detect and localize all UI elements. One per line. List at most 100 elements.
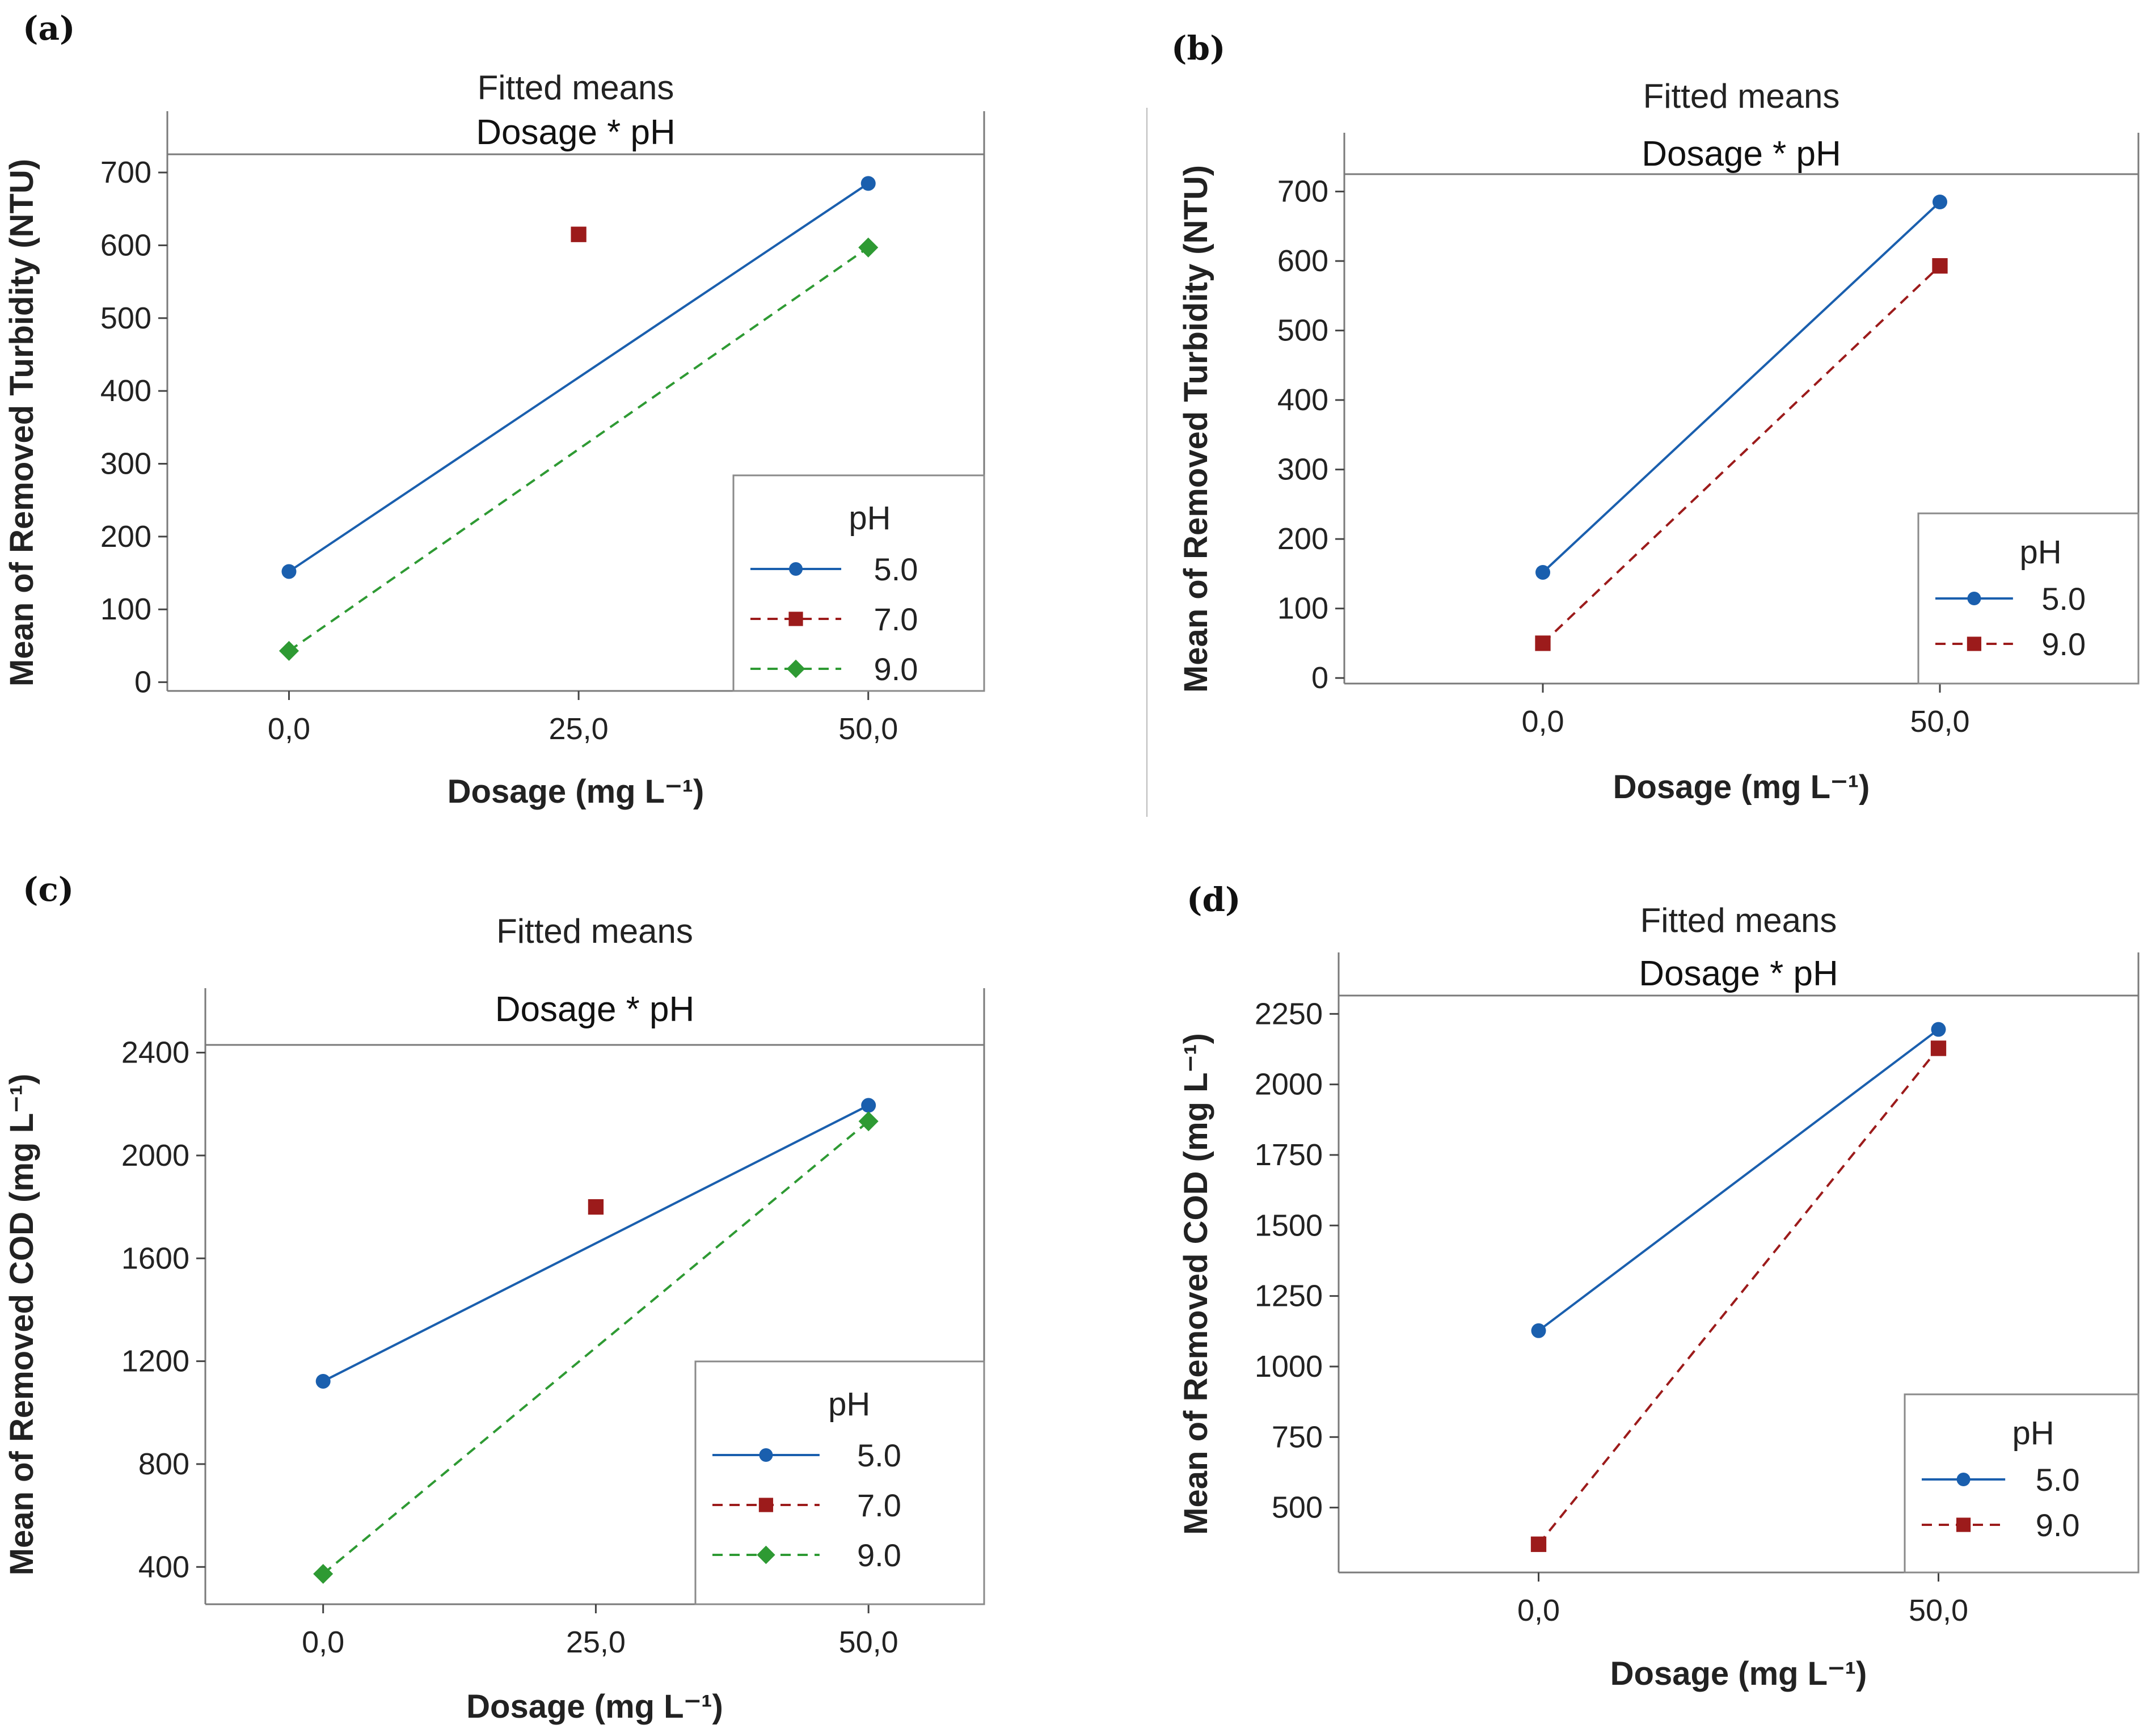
legend-marker-ph-5-0 bbox=[1956, 1473, 1971, 1486]
series-line-ph-5-0 bbox=[1542, 201, 1941, 574]
legend-entry-label: 9.0 bbox=[2041, 626, 2086, 662]
chart-panel-b: (b) Fitted means Dosage * pH 0 100 200 300 400 5… bbox=[1146, 29, 2140, 817]
legend-title: pH bbox=[2019, 534, 2061, 571]
x-tick-label: 0,0 bbox=[268, 712, 310, 746]
legend-marker-ph-9-0 bbox=[1967, 636, 1982, 651]
x-tick-label: 50,0 bbox=[1910, 705, 1969, 739]
x-tick-label: 50,0 bbox=[1909, 1593, 1968, 1627]
legend-entry-label: 9.0 bbox=[874, 651, 918, 687]
y-tick-label: 2250 bbox=[1255, 997, 1323, 1031]
data-point-ph-9-0 bbox=[1535, 635, 1551, 651]
y-tick-label: 700 bbox=[1277, 175, 1328, 209]
legend-entry-label: 5.0 bbox=[2036, 1462, 2080, 1498]
legend-entry-label: 9.0 bbox=[2036, 1507, 2080, 1543]
y-tick-label: 1750 bbox=[1255, 1138, 1323, 1172]
chart-title: Fitted means bbox=[496, 912, 693, 950]
chart-panel-a: (a) Fitted means Dosage * pH 0 100 200 300 400 5… bbox=[3, 9, 985, 810]
y-tick-label: 100 bbox=[100, 592, 151, 626]
series-line-ph-9-0 bbox=[1542, 265, 1941, 644]
data-point-ph-9-0 bbox=[858, 237, 879, 258]
y-tick-label: 600 bbox=[1277, 244, 1328, 278]
y-axis-label: Mean of Removed COD (mg L⁻¹) bbox=[1178, 1033, 1214, 1535]
legend-marker-ph-5-0 bbox=[1967, 592, 1981, 605]
data-point-ph-5-0 bbox=[1535, 564, 1550, 580]
facet-header: Dosage * pH bbox=[495, 990, 695, 1029]
legend-entry-label: 9.0 bbox=[857, 1537, 901, 1573]
chart-title: Fitted means bbox=[478, 69, 674, 107]
data-point-ph-5-0 bbox=[281, 564, 297, 579]
data-point-ph-5-0 bbox=[1531, 1323, 1546, 1338]
y-tick-label: 2400 bbox=[121, 1036, 189, 1070]
y-tick-label: 2000 bbox=[121, 1139, 189, 1173]
x-tick-label: 0,0 bbox=[1517, 1593, 1560, 1627]
facet-header: Dosage * pH bbox=[1639, 954, 1838, 993]
series-line-ph-5-0 bbox=[288, 182, 869, 573]
legend-marker-ph-5-0 bbox=[789, 562, 803, 576]
legend-entry-label: 5.0 bbox=[874, 551, 918, 587]
series-line-ph-9-0 bbox=[288, 246, 869, 652]
legend-entry-label: 7.0 bbox=[874, 601, 918, 637]
y-tick-label: 1000 bbox=[1255, 1350, 1323, 1384]
chart-title: Fitted means bbox=[1643, 77, 1840, 115]
data-point-ph-5-0 bbox=[315, 1373, 331, 1389]
legend-box bbox=[1917, 512, 2140, 685]
y-tick-label: 200 bbox=[1277, 522, 1328, 556]
y-tick-label: 300 bbox=[1277, 453, 1328, 487]
panel-label: (a) bbox=[23, 9, 75, 48]
legend-box bbox=[694, 1360, 985, 1605]
legend-marker-ph-5-0 bbox=[759, 1448, 773, 1462]
x-axis-label: Dosage (mg L⁻¹) bbox=[1610, 1655, 1867, 1692]
y-tick-label: 1600 bbox=[121, 1241, 189, 1275]
y-tick-label: 600 bbox=[100, 228, 151, 262]
y-tick-label: 400 bbox=[100, 374, 151, 408]
legend-title: pH bbox=[2012, 1415, 2054, 1452]
data-point-ph-5-0 bbox=[861, 1098, 876, 1113]
series-line-ph-5-0 bbox=[1538, 1028, 1939, 1332]
y-tick-label: 1250 bbox=[1255, 1279, 1323, 1313]
x-tick-label: 25,0 bbox=[566, 1625, 626, 1659]
data-point-ph-7-0 bbox=[571, 226, 587, 242]
legend-box bbox=[1904, 1393, 2140, 1574]
data-point-ph-5-0 bbox=[1931, 1022, 1946, 1037]
data-point-ph-9-0 bbox=[279, 640, 299, 661]
facet-header: Dosage * pH bbox=[1642, 134, 1841, 174]
legend-marker-ph-7-0 bbox=[788, 612, 803, 626]
y-tick-label: 400 bbox=[138, 1550, 189, 1584]
facet-header: Dosage * pH bbox=[476, 113, 676, 152]
legend-entry-label: 5.0 bbox=[2041, 581, 2086, 617]
series-line-ph-5-0 bbox=[322, 1104, 870, 1382]
legend-entry-label: 7.0 bbox=[857, 1487, 901, 1523]
y-tick-label: 2000 bbox=[1255, 1068, 1323, 1102]
chart-panel-d: (d) Fitted means Dosage * pH 500 750 1000 1250… bbox=[1178, 880, 2140, 1692]
y-tick-label: 0 bbox=[134, 665, 151, 699]
data-point-ph-5-0 bbox=[1933, 195, 1947, 210]
legend-title: pH bbox=[828, 1386, 870, 1423]
y-tick-label: 0 bbox=[1311, 661, 1328, 695]
x-tick-label: 0,0 bbox=[302, 1625, 344, 1659]
y-tick-label: 700 bbox=[100, 155, 151, 189]
data-point-ph-9-0 bbox=[1930, 1040, 1947, 1056]
y-axis-label: Mean of Removed COD (mg L⁻¹) bbox=[3, 1074, 40, 1576]
legend-title: pH bbox=[849, 500, 891, 537]
x-tick-label: 50,0 bbox=[838, 712, 898, 746]
legend-marker-ph-9-0 bbox=[1956, 1517, 1971, 1532]
series-line-ph-9-0 bbox=[1537, 1047, 1940, 1545]
data-point-ph-9-0 bbox=[1530, 1536, 1547, 1552]
chart-panel-c: (c) Fitted means Dosage * pH 400 800 1200 1600… bbox=[3, 870, 985, 1725]
data-point-ph-9-0 bbox=[858, 1111, 879, 1132]
legend-marker-ph-7-0 bbox=[758, 1498, 774, 1512]
legend-box bbox=[732, 474, 985, 692]
chart-title: Fitted means bbox=[1640, 901, 1837, 939]
y-axis-label: Mean of Removed Turbidity (NTU) bbox=[3, 159, 40, 686]
y-tick-label: 500 bbox=[1277, 314, 1328, 348]
y-tick-label: 800 bbox=[138, 1447, 189, 1481]
y-tick-label: 500 bbox=[100, 301, 151, 335]
panel-label: (b) bbox=[1171, 29, 1225, 68]
legend-entry-label: 5.0 bbox=[857, 1437, 901, 1473]
y-tick-label: 1200 bbox=[121, 1344, 189, 1378]
y-tick-label: 400 bbox=[1277, 383, 1328, 417]
x-axis-label: Dosage (mg L⁻¹) bbox=[1613, 769, 1870, 806]
data-point-ph-5-0 bbox=[860, 176, 876, 191]
x-tick-label: 50,0 bbox=[839, 1625, 898, 1659]
